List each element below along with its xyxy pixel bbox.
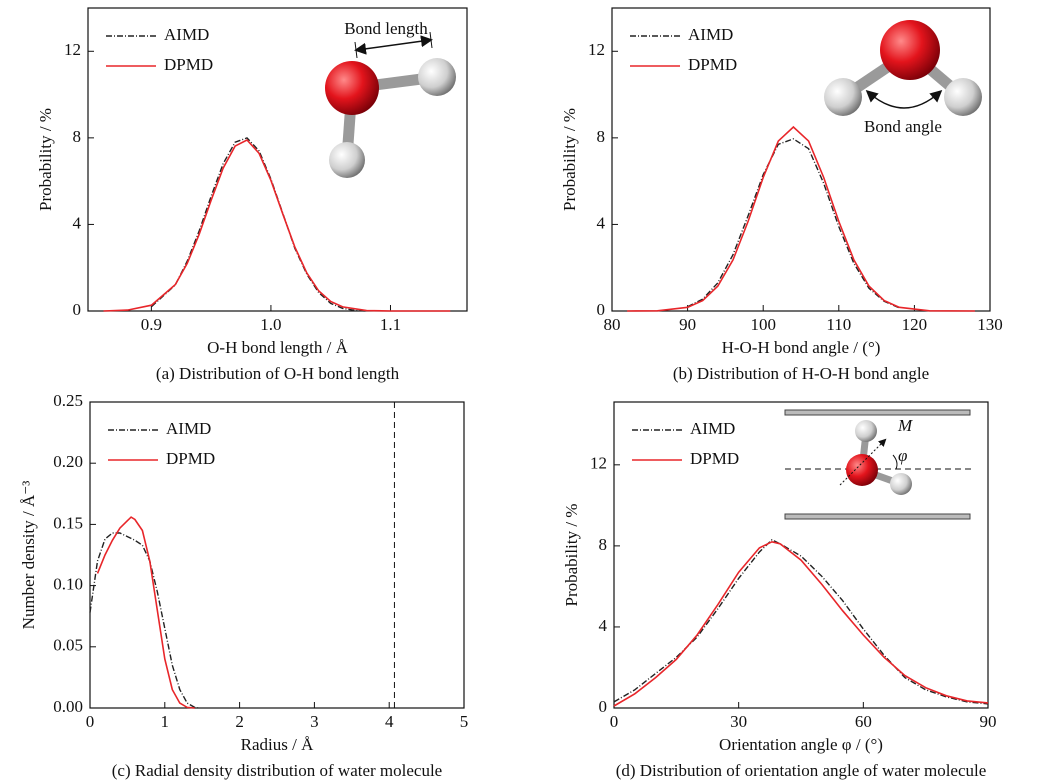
x-axis-label: Orientation angle φ / (°): [719, 735, 883, 754]
legend-label: DPMD: [690, 449, 739, 468]
caption: (b) Distribution of H-O-H bond angle: [673, 364, 929, 383]
x-tick-label: 0: [610, 712, 619, 731]
x-axis-label: O-H bond length / Å: [207, 338, 348, 357]
x-tick-label: 5: [460, 712, 469, 731]
inset-bond-length: Bond length: [325, 19, 456, 178]
x-tick-label: 100: [750, 315, 776, 334]
caption: (c) Radial density distribution of water…: [112, 761, 442, 780]
legend-label: DPMD: [164, 55, 213, 74]
y-tick-label: 8: [73, 127, 82, 146]
annotation: Bond length: [344, 19, 428, 38]
x-tick-label: 3: [310, 712, 319, 731]
y-tick-label: 4: [597, 213, 606, 232]
y-tick-label: 8: [597, 127, 606, 146]
annotation: M: [897, 416, 913, 435]
inset-orientation: M φ: [784, 409, 972, 520]
x-tick-label: 120: [902, 315, 928, 334]
data-line: [103, 139, 451, 312]
x-tick-label: 60: [855, 712, 872, 731]
y-axis-label: Probability / %: [560, 108, 579, 211]
legend-label: DPMD: [688, 55, 737, 74]
data-line: [96, 516, 195, 709]
x-tick-label: 1.0: [260, 315, 281, 334]
data-line: [89, 532, 199, 709]
y-tick-label: 12: [64, 40, 81, 59]
y-tick-label: 0.05: [53, 636, 83, 655]
caption: (d) Distribution of orientation angle of…: [616, 761, 987, 780]
y-tick-label: 0.20: [53, 452, 83, 471]
plot-frame: [87, 7, 468, 312]
plot-frame: [611, 7, 991, 312]
x-axis-label: H-O-H bond angle / (°): [722, 338, 881, 357]
x-tick-label: 80: [604, 315, 621, 334]
annotation: Bond angle: [864, 117, 942, 136]
y-tick-label: 4: [599, 616, 608, 635]
x-tick-label: 90: [980, 712, 997, 731]
x-tick-label: 1.1: [380, 315, 401, 334]
x-tick-label: 1: [161, 712, 170, 731]
x-axis-label: Radius / Å: [241, 735, 314, 754]
data-line: [613, 538, 989, 705]
x-tick-label: 130: [977, 315, 1003, 334]
legend-label: AIMD: [690, 419, 735, 438]
caption: (a) Distribution of O-H bond length: [156, 364, 400, 383]
legend-label: AIMD: [164, 25, 209, 44]
y-tick-label: 12: [590, 454, 607, 473]
y-axis-label: Probability / %: [36, 108, 55, 211]
data-line: [687, 138, 900, 309]
y-axis-label: Number density / Å⁻³: [19, 481, 38, 630]
x-tick-label: 4: [385, 712, 394, 731]
y-tick-label: 0.00: [53, 697, 83, 716]
y-tick-label: 0.25: [53, 391, 83, 410]
legend-label: DPMD: [166, 449, 215, 468]
y-tick-label: 0: [73, 300, 82, 319]
plot-frame: [89, 401, 465, 709]
x-tick-label: 90: [679, 315, 696, 334]
annotation: φ: [898, 446, 907, 465]
y-tick-label: 0.15: [53, 513, 83, 532]
data-line: [613, 540, 989, 707]
legend-label: AIMD: [688, 25, 733, 44]
y-tick-label: 8: [599, 535, 608, 554]
inset-bond-angle: Bond angle: [824, 20, 982, 136]
legend-label: AIMD: [166, 419, 211, 438]
y-axis-label: Probability / %: [562, 504, 581, 607]
y-tick-label: 0: [597, 300, 606, 319]
x-tick-label: 110: [826, 315, 851, 334]
plot-frame: [613, 401, 989, 709]
x-tick-label: 30: [730, 712, 747, 731]
data-line: [627, 125, 975, 312]
x-tick-label: 0.9: [141, 315, 162, 334]
y-tick-label: 0: [599, 697, 608, 716]
x-tick-label: 2: [235, 712, 244, 731]
x-tick-label: 0: [86, 712, 95, 731]
y-tick-label: 12: [588, 40, 605, 59]
y-tick-label: 0.10: [53, 575, 83, 594]
y-tick-label: 4: [73, 213, 82, 232]
